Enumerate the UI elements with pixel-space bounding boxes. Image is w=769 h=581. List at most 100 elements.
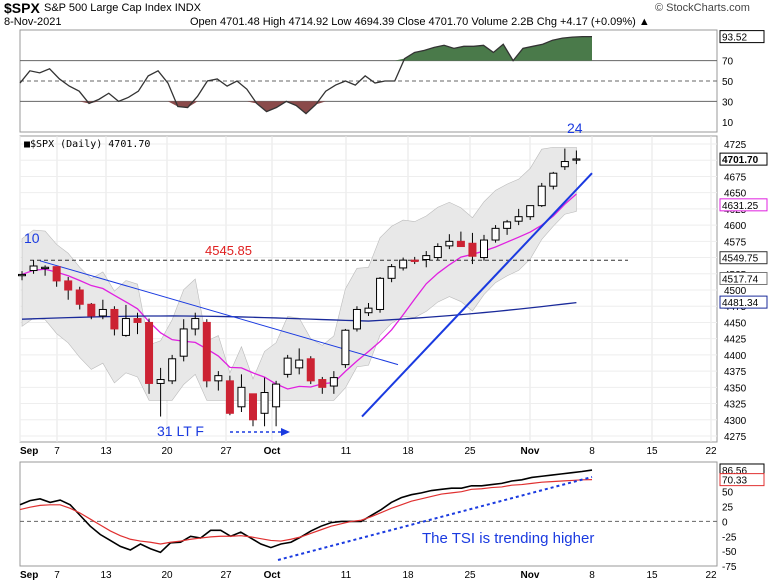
- candle-body: [503, 221, 512, 229]
- tsi-tick-label: -75: [722, 562, 737, 573]
- candle-body: [87, 303, 96, 317]
- low-arrow-head: [281, 428, 290, 436]
- price-last-box: [719, 271, 768, 285]
- candle-body: [64, 280, 73, 291]
- candle-body: [283, 357, 292, 375]
- x-tick-label: 27: [220, 446, 232, 457]
- tsi-x-tick-label: 18: [402, 570, 414, 581]
- candle-body: [399, 259, 408, 269]
- candle-body: [98, 308, 107, 317]
- x-tick-label: 11: [341, 446, 352, 457]
- price-tick-label: 4375: [724, 367, 747, 378]
- tsi-tick-label: 50: [722, 488, 734, 499]
- candle-body: [410, 259, 419, 262]
- candle-body: [480, 239, 488, 259]
- tsi-annotation: The TSI is trending higher: [422, 530, 594, 547]
- candle-body: [249, 393, 257, 421]
- low-label: 31 LT F: [157, 423, 204, 439]
- price-tick-label: 4400: [724, 351, 747, 362]
- price-last-box: [719, 295, 768, 309]
- candle-body: [52, 266, 61, 282]
- candle-body: [168, 358, 177, 382]
- price-tick-label: 4725: [724, 140, 747, 151]
- header-name: S&P 500 Large Cap Index: [44, 2, 172, 14]
- candle-body: [214, 375, 223, 382]
- price-tick-label: 4350: [724, 383, 747, 394]
- price-last-box: [719, 251, 768, 265]
- rsi-panel: 93.52 70 50 30 10: [19, 29, 765, 133]
- price-last-label: 4517.74: [722, 274, 759, 285]
- resistance-label: 4545.85: [205, 243, 252, 258]
- candle-body: [202, 321, 211, 382]
- rsi-oversold-fill: [20, 101, 592, 114]
- candle-body: [29, 265, 38, 272]
- tsi-last-box: [719, 473, 765, 487]
- rsi-tick-label: 10: [722, 118, 734, 129]
- rsi-tick-label: 93.52: [722, 33, 747, 44]
- rsi-overbought-fill: [20, 36, 592, 61]
- candle-body: [121, 318, 130, 336]
- price-last-label: 4549.75: [722, 254, 759, 265]
- tsi-x-tick-label: Sep: [20, 570, 38, 581]
- tsi-series-tsi: [19, 469, 593, 554]
- candle-body: [341, 329, 350, 366]
- tsi-frame: [19, 461, 718, 567]
- tsi-x-tick-label: 20: [161, 570, 173, 581]
- candle-body: [572, 158, 581, 161]
- tsi-x-tick-label: 25: [464, 570, 476, 581]
- price-last-label: 4631.25: [722, 201, 759, 212]
- candle-body: [491, 227, 500, 241]
- candle-body: [191, 318, 200, 330]
- cycle-label-10: 10: [24, 230, 40, 246]
- rsi-last-box: [719, 30, 765, 44]
- price-tick-label: 4675: [724, 172, 747, 183]
- downtrend-line: [39, 260, 399, 366]
- candle-body: [526, 205, 535, 218]
- candle-body: [537, 185, 546, 207]
- tsi-x-tick-label: 13: [100, 570, 112, 581]
- x-tick-label: Nov: [521, 446, 540, 457]
- candle-body: [306, 358, 315, 382]
- candle-body: [376, 277, 385, 310]
- rsi-tick-label: 50: [722, 77, 734, 88]
- tsi-tick-label: -50: [722, 547, 737, 558]
- tsi-x-tick-label: 8: [589, 570, 595, 581]
- candle-body: [41, 266, 50, 270]
- price-tick-label: 4500: [724, 286, 747, 297]
- price-last-box: [719, 152, 768, 166]
- price-tick-label: 4575: [724, 237, 747, 248]
- candle-body: [560, 161, 569, 168]
- x-tick-label: 7: [54, 446, 60, 457]
- price-panel-title: ■$SPX (Daily) 4701.70: [24, 139, 150, 150]
- x-tick-label: 8: [589, 446, 595, 457]
- tsi-series-signal: [19, 479, 593, 545]
- candle-body: [133, 318, 142, 323]
- candle-body: [75, 289, 84, 305]
- price-tick-label: 4425: [724, 335, 747, 346]
- stockcharts-logo: © StockCharts.com: [655, 2, 750, 14]
- x-tick-label: 15: [646, 446, 658, 457]
- cycle-label-24: 24: [567, 120, 583, 136]
- candle-body: [456, 240, 465, 248]
- x-tick-label: 13: [100, 446, 112, 457]
- price-tick-label: 4600: [724, 221, 747, 232]
- price-last-label: 4481.34: [722, 298, 759, 309]
- header-symbol: $SPX: [4, 0, 40, 16]
- candle-body: [156, 379, 165, 384]
- tsi-tick-label: 86.56: [722, 466, 747, 477]
- candle-body: [422, 255, 431, 261]
- price-panel: 4725470046754650462546004575455045254500…: [18, 120, 768, 457]
- tsi-x-tick-label: 27: [220, 570, 232, 581]
- candle-body: [514, 216, 523, 222]
- price-last-box: [719, 198, 768, 212]
- tsi-x-tick-label: 22: [705, 570, 717, 581]
- tsi-x-tick-label: Oct: [264, 570, 281, 581]
- candle-body: [145, 321, 154, 384]
- price-tick-label: 4325: [724, 400, 747, 411]
- header-index-name: S&P 500 Large Cap Index INDX: [44, 2, 201, 14]
- rsi-frame: [19, 29, 718, 133]
- tsi-trendline: [277, 476, 593, 561]
- header-date: 8-Nov-2021: [4, 16, 62, 28]
